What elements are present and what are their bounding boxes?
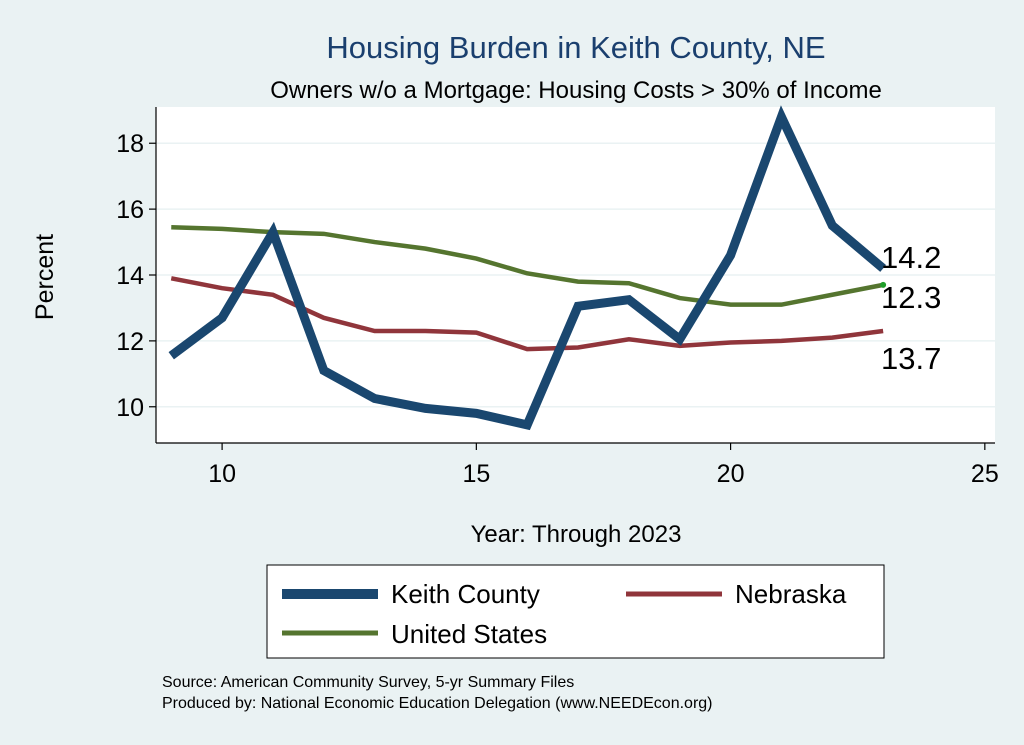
y-tick-label: 16 bbox=[116, 196, 144, 224]
chart-title: Housing Burden in Keith County, NE bbox=[326, 30, 825, 65]
chart-subtitle: Owners w/o a Mortgage: Housing Costs > 3… bbox=[270, 77, 882, 104]
x-axis-label: Year: Through 2023 bbox=[471, 521, 682, 548]
x-tick-label: 20 bbox=[717, 460, 745, 488]
y-tick-label: 10 bbox=[116, 394, 144, 422]
end-label-nebraska: 12.3 bbox=[881, 280, 941, 315]
series-lines bbox=[168, 105, 887, 431]
legend-label-keith-county: Keith County bbox=[391, 579, 540, 609]
legend: Keith County Nebraska United States bbox=[266, 564, 885, 659]
axis-ticks: 10 12 14 16 18 10 15 20 25 bbox=[116, 130, 999, 488]
legend-box bbox=[266, 564, 885, 659]
x-tick-label: 10 bbox=[208, 460, 236, 488]
gridlines bbox=[156, 142, 995, 408]
legend-label-united-states: United States bbox=[391, 619, 547, 649]
end-labels: 14.2 12.3 13.7 bbox=[881, 240, 941, 376]
series-line-keith-county bbox=[168, 105, 887, 431]
series-end-marker bbox=[880, 281, 887, 288]
end-label-keith-county: 14.2 bbox=[881, 240, 941, 275]
legend-label-nebraska: Nebraska bbox=[735, 579, 847, 609]
y-axis-label: Percent bbox=[31, 234, 59, 320]
end-label-united-states: 13.7 bbox=[881, 341, 941, 376]
source-note: Source: American Community Survey, 5-yr … bbox=[162, 674, 574, 691]
series-line-nebraska bbox=[170, 276, 884, 352]
y-tick-label: 18 bbox=[116, 130, 144, 158]
x-tick-label: 15 bbox=[462, 460, 490, 488]
producer-note: Produced by: National Economic Education… bbox=[162, 695, 713, 712]
y-tick-label: 12 bbox=[116, 328, 144, 356]
y-tick-label: 14 bbox=[116, 262, 144, 290]
x-tick-label: 25 bbox=[971, 460, 999, 488]
series-line-united-states bbox=[171, 224, 884, 307]
